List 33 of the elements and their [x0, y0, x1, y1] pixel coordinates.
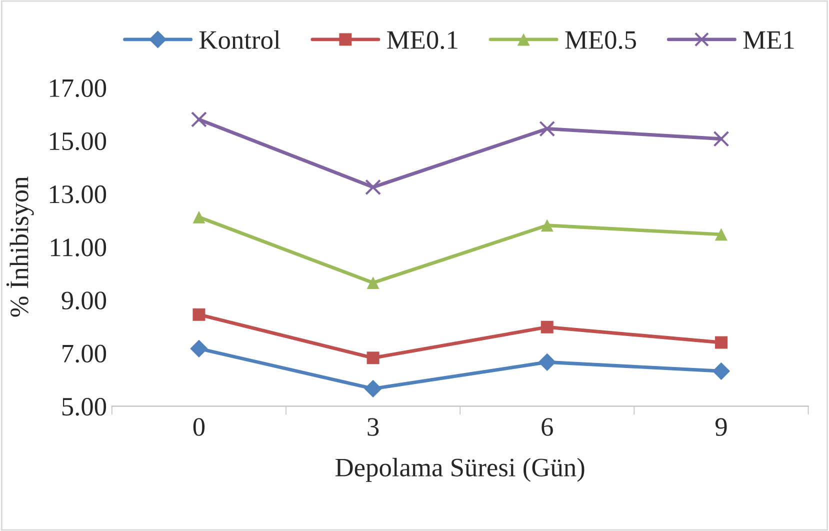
legend-label: Kontrol — [199, 30, 280, 49]
legend-label: ME1 — [743, 31, 794, 49]
x-tick-label: 9 — [715, 418, 727, 436]
point — [190, 340, 208, 358]
x-axis-title: Depolama Süresi (Gün) — [336, 458, 584, 482]
point — [192, 210, 206, 224]
point — [539, 120, 556, 137]
y-tick-label: 7.00 — [62, 344, 106, 363]
x-tick-label: 3 — [368, 418, 379, 436]
point — [366, 276, 380, 290]
point — [364, 380, 382, 398]
y-tick-label: 9.00 — [62, 292, 106, 310]
point — [366, 352, 380, 364]
x-tick-label: 0 — [193, 418, 205, 436]
y-tick-label: 13.00 — [50, 185, 106, 204]
point — [538, 353, 556, 371]
point — [714, 336, 728, 349]
legend-label: ME0.5 — [565, 31, 636, 50]
y-axis-title: % İnhibisyon — [6, 176, 34, 317]
point — [540, 320, 554, 334]
point — [714, 228, 728, 241]
x-tick-label: 6 — [542, 418, 553, 436]
y-tick-label: 15.00 — [50, 132, 106, 150]
y-tick-label: 11.00 — [50, 238, 106, 256]
point — [365, 179, 382, 196]
y-tick-label: 17.00 — [50, 79, 106, 98]
point — [190, 111, 207, 128]
y-tick-label: 5.00 — [62, 398, 106, 416]
point — [192, 308, 206, 321]
point — [540, 219, 554, 232]
point — [713, 130, 730, 147]
point — [712, 362, 730, 380]
legend-label: ME0.1 — [387, 31, 458, 50]
